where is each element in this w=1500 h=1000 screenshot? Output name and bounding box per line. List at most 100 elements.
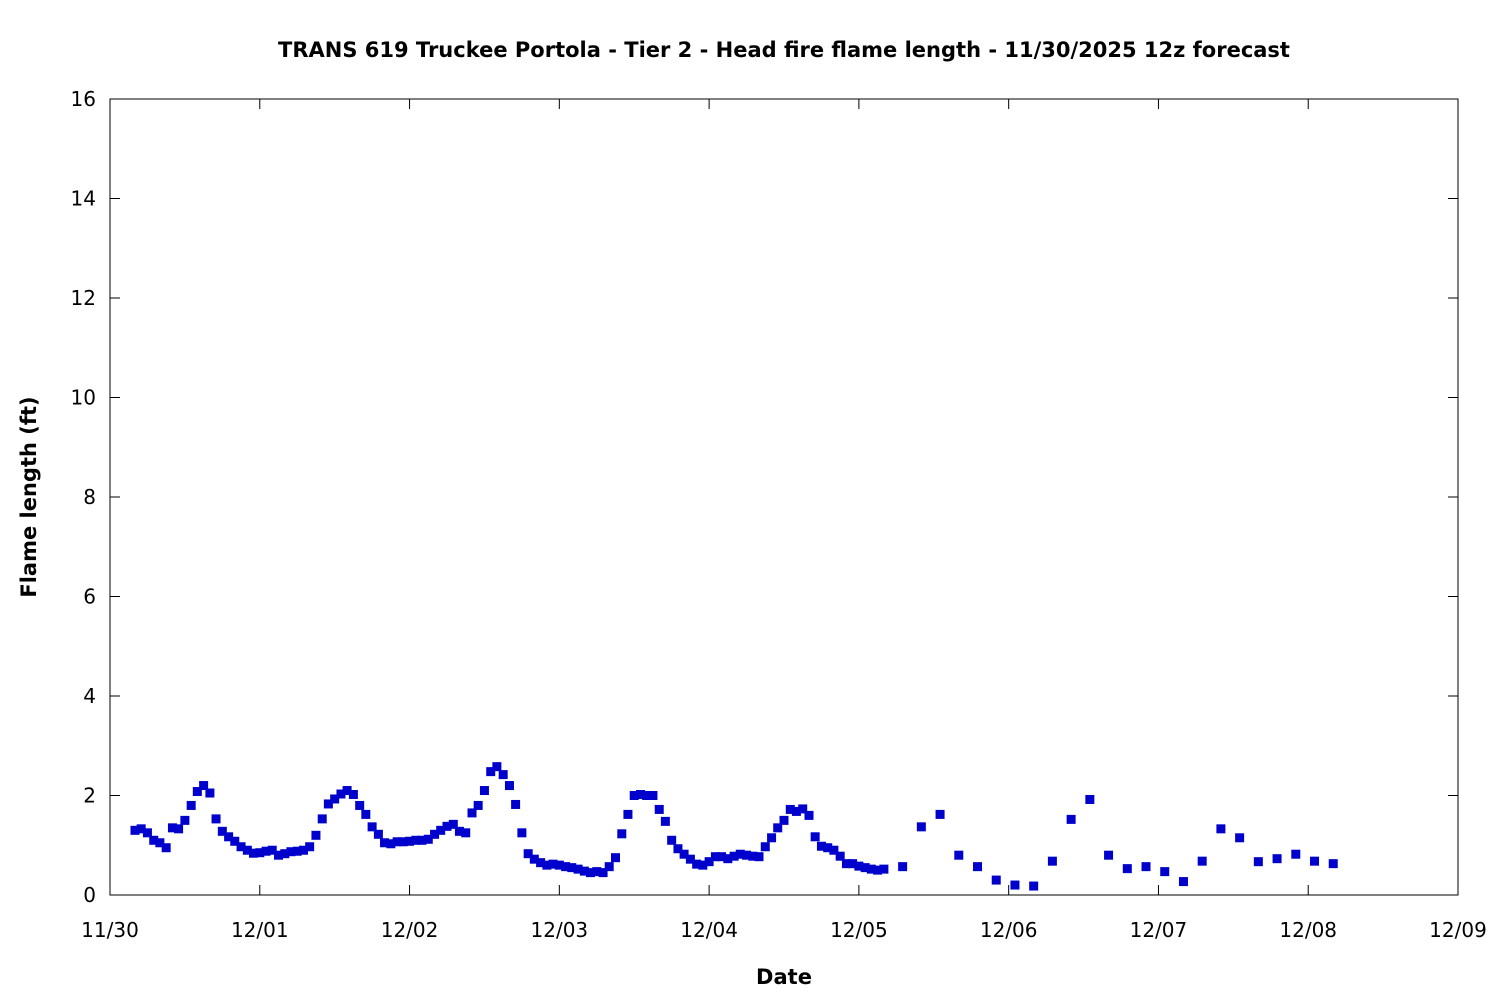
data-point: [1272, 854, 1282, 864]
data-point: [935, 809, 945, 819]
data-point: [142, 828, 152, 838]
data-point: [629, 791, 639, 800]
y-tick-label: 2: [83, 784, 96, 808]
data-point: [1197, 856, 1207, 866]
data-point: [916, 822, 926, 832]
data-point: [585, 868, 595, 878]
data-point: [536, 858, 546, 868]
data-point: [417, 835, 427, 845]
data-point: [548, 859, 558, 869]
data-point: [1216, 824, 1226, 834]
data-point: [498, 770, 508, 780]
data-point: [735, 849, 745, 859]
data-point: [679, 849, 689, 859]
data-point: [242, 845, 252, 855]
data-point: [336, 789, 346, 799]
data-point: [829, 845, 839, 855]
data-point: [380, 838, 390, 848]
data-point: [973, 862, 983, 872]
data-point: [292, 846, 302, 856]
data-point: [835, 851, 845, 861]
data-point: [698, 860, 708, 870]
data-point: [579, 866, 589, 876]
data-point: [255, 848, 265, 858]
data-point: [567, 863, 577, 873]
data-point: [785, 804, 795, 814]
data-point: [386, 839, 396, 849]
data-point: [1010, 880, 1020, 890]
y-tick-label: 8: [83, 485, 96, 509]
data-point: [723, 854, 733, 864]
y-tick-label: 16: [71, 87, 96, 111]
data-point: [473, 800, 483, 810]
data-point: [267, 845, 277, 855]
data-point: [611, 853, 620, 863]
x-tick-label: 12/02: [381, 918, 439, 942]
data-point: [330, 794, 340, 804]
x-tick-label: 12/05: [830, 918, 888, 942]
data-point: [604, 862, 614, 872]
x-tick-label: 12/09: [1429, 918, 1487, 942]
y-tick-label: 4: [83, 684, 96, 708]
data-point: [398, 837, 408, 847]
data-point: [486, 767, 496, 777]
data-point: [898, 862, 908, 872]
data-point: [866, 864, 876, 874]
data-point: [748, 851, 758, 861]
data-point: [186, 800, 196, 810]
data-point: [205, 788, 215, 798]
data-point: [561, 862, 571, 872]
data-point: [180, 815, 190, 825]
y-tick-label: 12: [71, 286, 96, 310]
plot-frame: [109, 98, 1459, 896]
data-point: [174, 824, 184, 834]
data-point: [841, 859, 851, 869]
data-point: [361, 809, 371, 819]
y-tick-label: 14: [71, 187, 96, 211]
x-axis: 11/30 12/01 12/02 12/03 12/04 12/05 12/06 12/07…: [81, 99, 1487, 942]
data-point: [436, 825, 446, 835]
data-point: [1122, 864, 1132, 874]
data-point: [348, 790, 358, 800]
data-point: [492, 762, 502, 772]
data-point: [798, 804, 808, 814]
data-point: [710, 852, 720, 862]
data-point: [1160, 867, 1170, 877]
y-tick-label: 10: [71, 386, 96, 410]
data-point: [224, 832, 234, 842]
data-point: [729, 851, 739, 861]
data-point: [130, 825, 140, 835]
data-point: [280, 849, 290, 859]
data-point: [192, 787, 202, 797]
data-point: [467, 808, 477, 818]
data-point: [392, 837, 402, 847]
data-point: [854, 861, 864, 871]
x-tick-label: 12/08: [1279, 918, 1337, 942]
data-point: [636, 790, 646, 800]
data-point: [367, 822, 377, 832]
x-tick-label: 12/01: [231, 918, 289, 942]
data-point: [411, 835, 421, 845]
data-point: [199, 781, 209, 791]
data-point: [617, 829, 627, 839]
data-point: [311, 830, 321, 840]
data-point: [155, 838, 165, 848]
x-tick-label: 12/07: [1130, 918, 1188, 942]
data-series: [130, 762, 1338, 891]
data-point: [136, 824, 146, 834]
data-point: [767, 833, 777, 843]
data-point: [773, 823, 783, 833]
data-point: [642, 791, 652, 800]
data-point: [448, 819, 458, 829]
data-point: [286, 847, 296, 857]
data-point: [660, 816, 670, 826]
data-point: [1066, 814, 1076, 824]
data-point: [1253, 857, 1263, 867]
data-point: [1029, 881, 1039, 891]
data-point: [1235, 833, 1245, 843]
data-point: [511, 799, 521, 809]
data-point: [648, 791, 658, 800]
data-point: [299, 845, 309, 855]
data-point: [1104, 850, 1114, 860]
x-axis-label: Date: [756, 965, 812, 989]
